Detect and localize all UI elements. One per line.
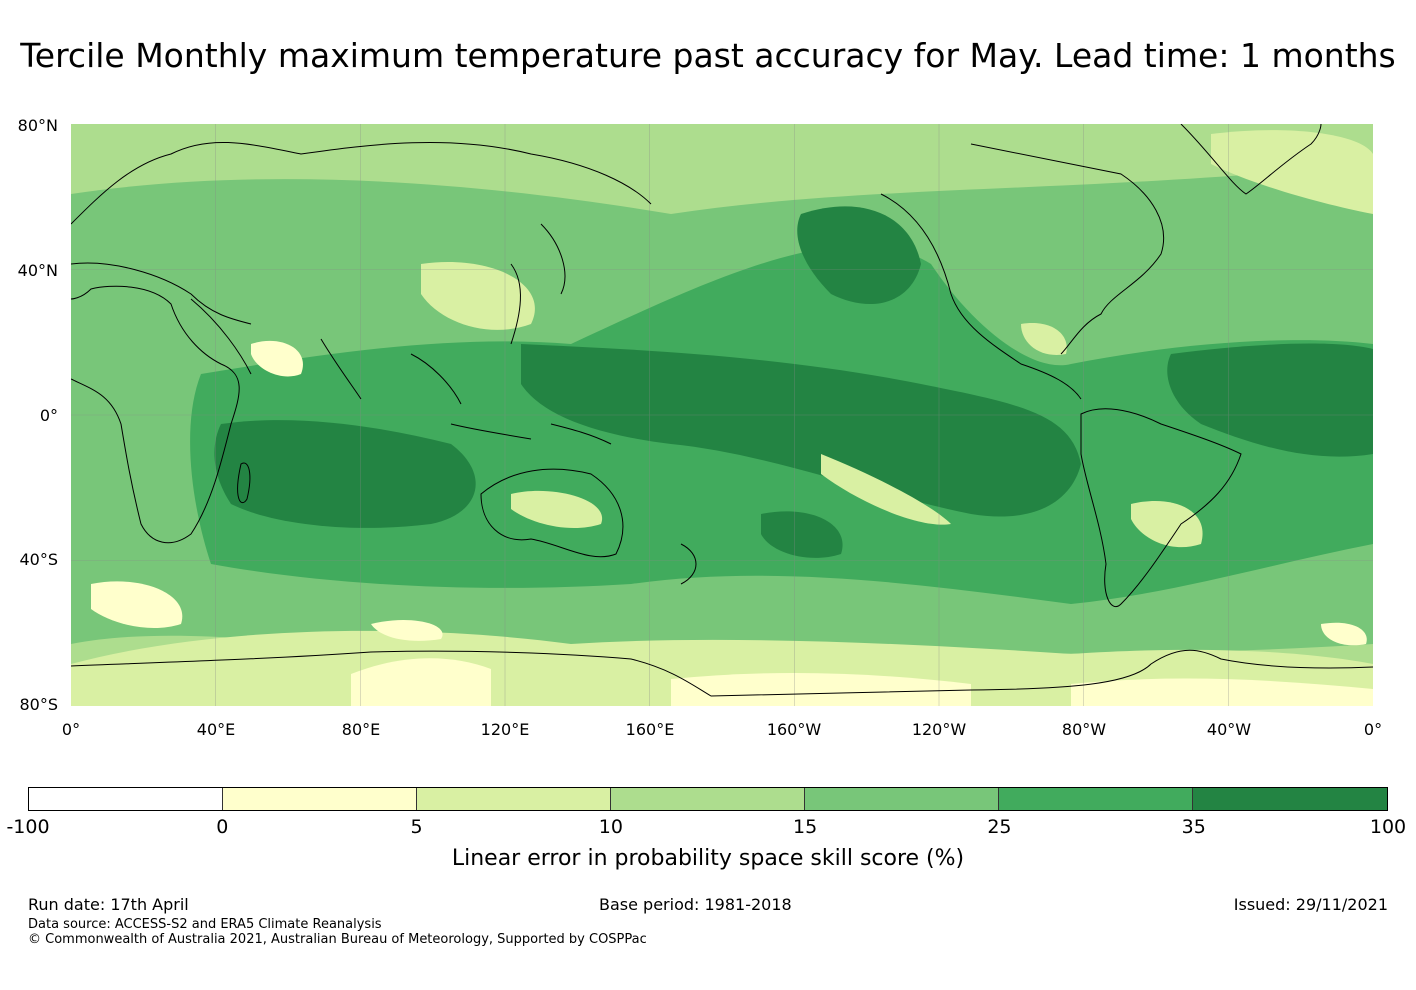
- coastlines: [70, 123, 1374, 697]
- colorbar-bin: [29, 788, 223, 810]
- colorbar-bin: [805, 788, 999, 810]
- lon-label-40e: 40°E: [196, 720, 236, 739]
- copyright: © Commonwealth of Australia 2021, Austra…: [28, 932, 647, 947]
- map-title: Tercile Monthly maximum temperature past…: [20, 36, 1396, 75]
- colorbar-tick-label: -100: [6, 816, 50, 838]
- colorbar-tick-label: 5: [410, 816, 423, 838]
- lon-label-0-left: 0°: [61, 720, 81, 739]
- colorbar-tick-label: 35: [1181, 816, 1206, 838]
- issued-date: Issued: 29/11/2021: [1233, 895, 1388, 914]
- lat-label-80s: 80°S: [19, 695, 58, 714]
- map-svg: [70, 123, 1374, 706]
- skill-score-map: [70, 123, 1374, 706]
- lat-label-0: 0°: [39, 406, 58, 425]
- colorbar-label: Linear error in probability space skill …: [451, 846, 965, 871]
- colorbar-tick-label: 15: [793, 816, 818, 838]
- lon-label-120w: 120°W: [911, 720, 967, 739]
- lon-label-80w: 80°W: [1061, 720, 1107, 739]
- colorbar-bin: [223, 788, 417, 810]
- colorbar-tick-label: 25: [987, 816, 1012, 838]
- colorbar-bin: [611, 788, 805, 810]
- colorbar-bin: [1193, 788, 1387, 810]
- lon-label-120e: 120°E: [480, 720, 530, 739]
- data-source: Data source: ACCESS-S2 and ERA5 Climate …: [28, 917, 382, 932]
- skill-field-regions: [71, 130, 1374, 706]
- lat-label-40n: 40°N: [17, 261, 58, 280]
- lon-label-0-right: 0°: [1363, 720, 1383, 739]
- lon-label-80e: 80°E: [341, 720, 381, 739]
- lon-label-40w: 40°W: [1206, 720, 1252, 739]
- colorbar-tick-label: 0: [216, 816, 229, 838]
- colorbar-bin: [417, 788, 611, 810]
- lon-label-160e: 160°E: [625, 720, 675, 739]
- run-date: Run date: 17th April: [28, 895, 189, 914]
- graticule: [71, 124, 1373, 706]
- colorbar: [28, 787, 1388, 811]
- base-period: Base period: 1981-2018: [599, 895, 792, 914]
- lon-label-160w: 160°W: [766, 720, 822, 739]
- lat-label-80n: 80°N: [17, 116, 58, 135]
- colorbar-bin: [999, 788, 1193, 810]
- colorbar-tick-label: 10: [598, 816, 623, 838]
- lat-label-40s: 40°S: [19, 550, 58, 569]
- colorbar-tick-label: 100: [1369, 816, 1407, 838]
